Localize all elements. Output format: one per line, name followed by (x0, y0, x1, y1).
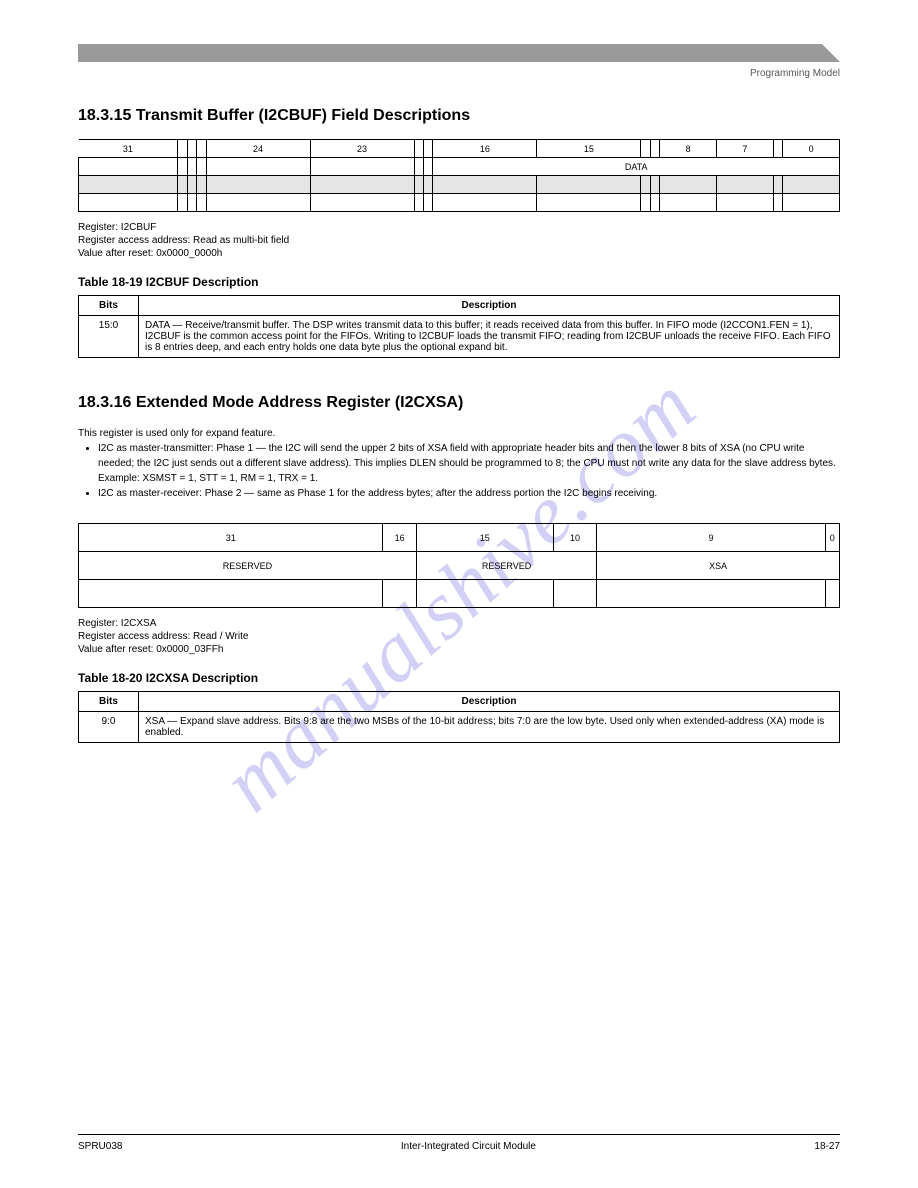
header-bar (78, 44, 840, 62)
section2-bit-table: 31 16 15 10 9 0 RESERVED RESERVED XSA (78, 523, 840, 608)
bit-label: 15 (416, 524, 553, 552)
section2-table-caption: Table 18-20 I2CXSA Description (78, 671, 840, 685)
section1-reg-info: Register: I2CBUF Register access address… (78, 222, 840, 259)
page-content: Programming Model 18.3.15 Transmit Buffe… (0, 0, 918, 819)
reg-info-line: Value after reset: 0x0000_03FFh (78, 644, 840, 655)
desc-header-bits: Bits (79, 692, 139, 712)
bit-cell: RESERVED (79, 552, 417, 580)
bit-label: 31 (79, 140, 178, 158)
bit-label: 0 (825, 524, 839, 552)
desc-row-bits: 9:0 (79, 712, 139, 743)
bit-label: 23 (310, 140, 414, 158)
section2-body: This register is used only for expand fe… (78, 426, 840, 501)
bit-cell: RESERVED (416, 552, 596, 580)
desc-row-bits: 15:0 (79, 316, 139, 358)
section1-desc-table: Bits Description 15:0 DATA — Receive/tra… (78, 295, 840, 358)
section2-title: 18.3.16 Extended Mode Address Register (… (78, 394, 840, 412)
bit-label: 16 (433, 140, 537, 158)
desc-header-desc: Description (139, 296, 840, 316)
body-list-item: I2C as master-receiver: Phase 2 — same a… (98, 486, 840, 501)
footer-right: 18-27 (814, 1141, 840, 1152)
bit-label: 8 (660, 140, 717, 158)
section1-table-caption: Table 18-19 I2CBUF Description (78, 275, 840, 289)
section2-desc-table: Bits Description 9:0 XSA — Expand slave … (78, 691, 840, 743)
footer-center: Inter-Integrated Circuit Module (401, 1141, 536, 1152)
section1-bit-table: 31 24 23 16 15 8 7 0 DATA (78, 139, 840, 212)
bit-label: 0 (783, 140, 840, 158)
desc-row-text: DATA — Receive/transmit buffer. The DSP … (139, 316, 840, 358)
section1-title: 18.3.15 Transmit Buffer (I2CBUF) Field D… (78, 107, 840, 125)
desc-header-desc: Description (139, 692, 840, 712)
bit-label: 9 (597, 524, 825, 552)
reg-info-line: Register access address: Read as multi-b… (78, 235, 840, 246)
bit-label: 7 (716, 140, 773, 158)
footer-left: SPRU038 (78, 1141, 122, 1152)
bit-cell: XSA (597, 552, 840, 580)
bit-label: 24 (206, 140, 310, 158)
bit-cell-data: DATA (433, 158, 840, 176)
reg-info-line: Register: I2CBUF (78, 222, 840, 233)
bit-label: 15 (537, 140, 641, 158)
desc-row-text: XSA — Expand slave address. Bits 9:8 are… (139, 712, 840, 743)
page-footer: SPRU038 Inter-Integrated Circuit Module … (78, 1134, 840, 1152)
desc-header-bits: Bits (79, 296, 139, 316)
bit-cell (79, 158, 178, 176)
reg-info-line: Register access address: Read / Write (78, 631, 840, 642)
body-list-item: I2C as master-transmitter: Phase 1 — the… (98, 441, 840, 486)
bit-label: 31 (79, 524, 383, 552)
bit-cell-reserved (79, 176, 178, 194)
body-intro: This register is used only for expand fe… (78, 426, 840, 441)
header-breadcrumb: Programming Model (78, 68, 840, 79)
reg-info-line: Value after reset: 0x0000_0000h (78, 248, 840, 259)
bit-label: 16 (383, 524, 416, 552)
reg-info-line: Register: I2CXSA (78, 618, 840, 629)
bit-label: 10 (553, 524, 597, 552)
section2-reg-info: Register: I2CXSA Register access address… (78, 618, 840, 655)
